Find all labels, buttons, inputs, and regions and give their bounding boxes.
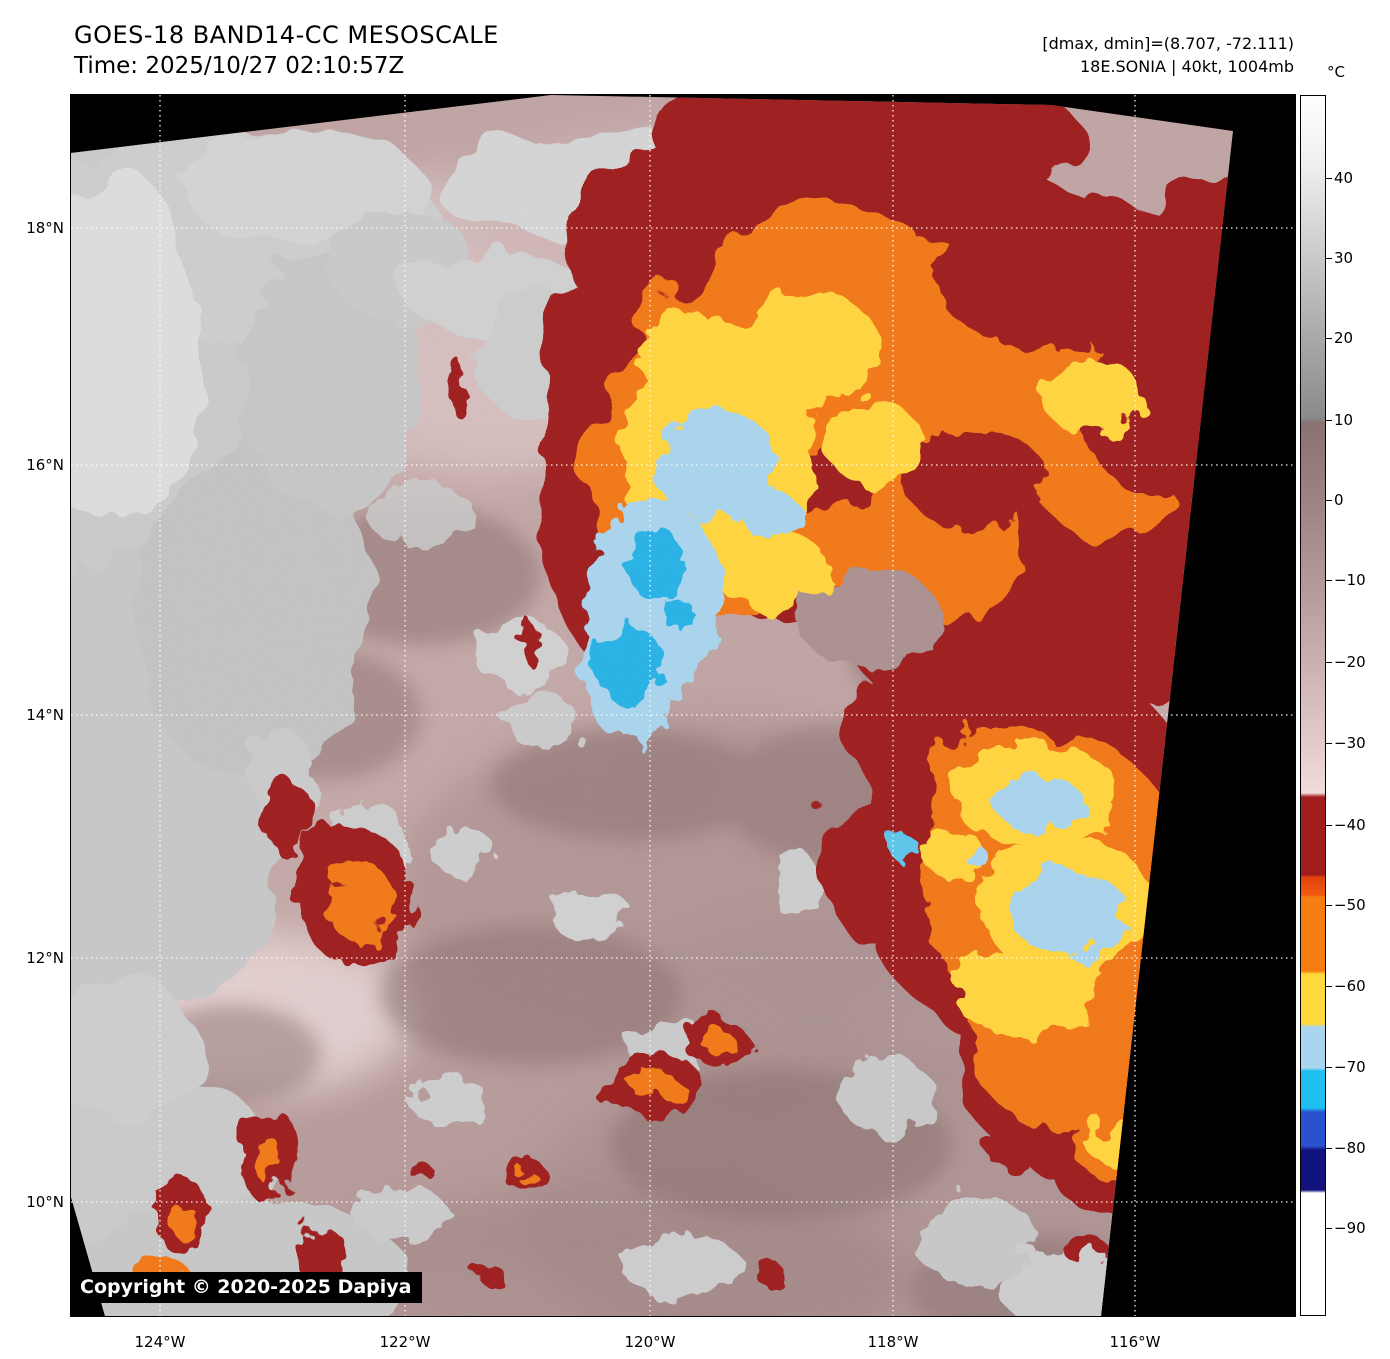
lat-axis-label: 18°N [26,219,64,237]
colorbar-tick: −50 [1326,896,1366,914]
pixel-grain-overlay [71,95,1233,1316]
temperature-colorbar [1300,95,1326,1316]
colorbar-tick: 40 [1325,169,1354,187]
colorbar-tick: −90 [1326,1219,1366,1237]
colorbar-unit-label: °C [1327,63,1345,81]
lon-axis-label: 118°W [867,1333,919,1351]
colorbar-tick: −10 [1326,571,1366,589]
satellite-raster [71,95,1295,1316]
plot-title: GOES-18 BAND14-CC MESOSCALE [74,21,499,49]
colorbar-tick: 0 [1326,491,1344,509]
satellite-map: Copyright © 2020-2025 Dapiya [71,95,1295,1316]
scan-area [71,95,1233,1316]
lon-axis-label: 116°W [1109,1333,1161,1351]
lat-axis-label: 14°N [26,706,64,724]
lat-axis-label: 16°N [26,456,64,474]
colorbar-tick: −30 [1326,734,1366,752]
plot-timestamp: Time: 2025/10/27 02:10:57Z [74,53,405,79]
colorbar-tick: 30 [1325,249,1354,267]
lon-axis-label: 120°W [624,1333,676,1351]
dmax-dmin-annotation: [dmax, dmin]=(8.707, -72.111) [1042,34,1294,53]
annotation-block: [dmax, dmin]=(8.707, -72.111) 18E.SONIA … [1042,32,1294,78]
colorbar-tick: −70 [1326,1058,1366,1076]
storm-info-annotation: 18E.SONIA | 40kt, 1004mb [1079,57,1294,76]
colorbar-tick: −60 [1326,977,1366,995]
graticule [71,95,1295,1316]
copyright-watermark: Copyright © 2020-2025 Dapiya [72,1272,423,1303]
colorbar-tick: −80 [1326,1139,1366,1157]
colorbar-tick-labels: 40 30 20 10 0 −10 −20 −30 −40 −50 −60 −7… [1300,95,1366,1316]
colorbar-tick: −20 [1326,653,1366,671]
lat-axis-label: 12°N [26,949,64,967]
title-block: GOES-18 BAND14-CC MESOSCALE Time: 2025/1… [74,20,499,82]
lon-axis-label: 124°W [134,1333,186,1351]
colorbar-tick: 20 [1325,329,1354,347]
lon-axis-label: 122°W [379,1333,431,1351]
colorbar-tick: 10 [1325,411,1354,429]
colorbar-tick: −40 [1326,816,1366,834]
lat-axis-label: 10°N [26,1193,64,1211]
